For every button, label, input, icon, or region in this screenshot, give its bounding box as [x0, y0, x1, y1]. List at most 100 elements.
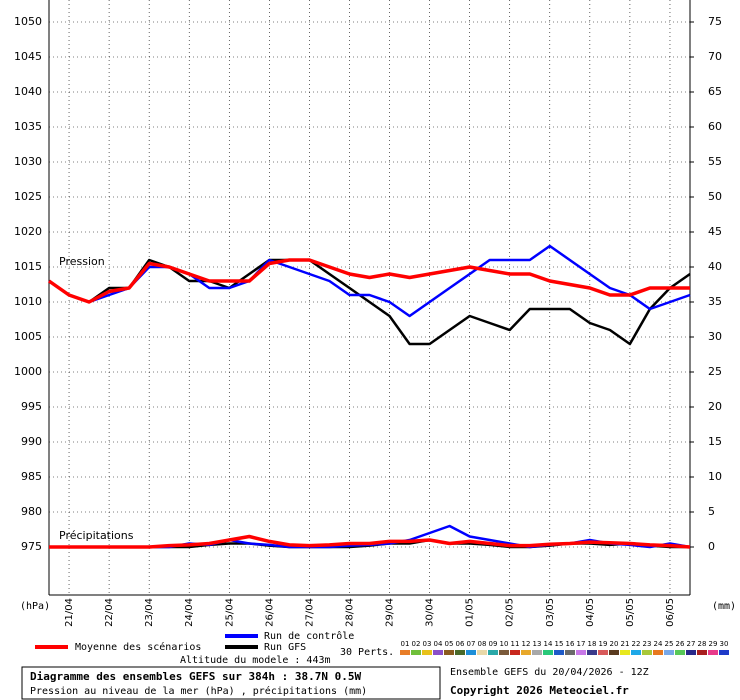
perturbation-swatch [719, 650, 729, 655]
perturbation-label: 06 [456, 640, 465, 648]
y2-tick-label: 10 [708, 470, 722, 483]
perturbation-label: 23 [643, 640, 652, 648]
y-tick-label: 1015 [14, 260, 42, 273]
legend-mean: Moyenne des scénarios [75, 641, 201, 653]
y-tick-label: 995 [21, 400, 42, 413]
box-subtitle: Pression au niveau de la mer (hPa) , pré… [30, 685, 367, 697]
x-tick-label: 28/04 [344, 598, 355, 627]
perturbation-swatch [565, 650, 575, 655]
x-tick-label: 25/04 [224, 598, 235, 627]
y-tick-label: 1010 [14, 295, 42, 308]
x-tick-label: 23/04 [144, 598, 155, 627]
perturbation-label: 16 [566, 640, 575, 648]
x-tick-label: 24/04 [184, 598, 195, 627]
y2-tick-label: 75 [708, 15, 722, 28]
y-tick-label: 1045 [14, 50, 42, 63]
x-tick-label: 29/04 [385, 598, 396, 627]
y2-unit: (mm) [712, 601, 736, 612]
x-tick-label: 21/04 [64, 598, 75, 627]
perturbation-label: 27 [687, 640, 696, 648]
x-tick-label: 05/05 [625, 598, 636, 627]
perturbation-swatch [400, 650, 410, 655]
perturbation-label: 04 [434, 640, 443, 648]
info-box [21, 666, 441, 700]
y-tick-label: 1035 [14, 120, 42, 133]
y-tick-label: 1020 [14, 225, 42, 238]
y2-tick-label: 15 [708, 435, 722, 448]
perturbation-label: 22 [632, 640, 641, 648]
perturbation-swatch [521, 650, 531, 655]
x-tick-label: 22/04 [104, 598, 115, 627]
perturbation-label: 09 [489, 640, 498, 648]
perturbation-label: 30 [720, 640, 729, 648]
x-tick-label: 06/05 [665, 598, 676, 627]
perturbation-swatch [532, 650, 542, 655]
x-tick-label: 26/04 [264, 598, 275, 627]
perturbation-swatch [543, 650, 553, 655]
perturbation-label: 01 [401, 640, 410, 648]
perturbation-label: 03 [423, 640, 432, 648]
y-tick-label: 1005 [14, 330, 42, 343]
x-tick-label: 01/05 [465, 598, 476, 627]
perturbation-label: 20 [610, 640, 619, 648]
perturbation-label: 25 [665, 640, 674, 648]
y2-tick-label: 40 [708, 260, 722, 273]
perturbation-label: 02 [412, 640, 421, 648]
perturbation-swatch [598, 650, 608, 655]
pressure-line [47, 258, 690, 304]
precip-label: Précipitations [59, 529, 134, 542]
y2-tick-label: 5 [708, 505, 715, 518]
perturbation-label: 26 [676, 640, 685, 648]
altitude: Altitude du modele : 443m [180, 655, 331, 666]
y-tick-label: 1030 [14, 155, 42, 168]
precip-line [49, 534, 691, 549]
x-tick-label: 04/05 [585, 598, 596, 627]
perturbation-swatch [510, 650, 520, 655]
perturbation-label: 21 [621, 640, 630, 648]
perturbation-label: 13 [533, 640, 542, 648]
y-tick-label: 1050 [14, 15, 42, 28]
y2-tick-label: 0 [708, 540, 715, 553]
pressure-label: Pression [59, 255, 105, 268]
perturbation-swatch [411, 650, 421, 655]
y-tick-label: 1025 [14, 190, 42, 203]
legend-control: Run de contrôle [264, 630, 354, 642]
y-tick-label: 990 [21, 435, 42, 448]
perturbation-label: 10 [500, 640, 509, 648]
perturbation-swatch [686, 650, 696, 655]
y2-tick-label: 20 [708, 400, 722, 413]
perturbation-swatch [477, 650, 487, 655]
x-tick-label: 27/04 [304, 598, 315, 627]
y2-tick-label: 25 [708, 365, 722, 378]
perturbation-swatch [653, 650, 663, 655]
perturbation-swatch [422, 650, 432, 655]
pressure-line [48, 244, 691, 318]
pressure-line [48, 258, 691, 346]
legend-gfs: Run GFS [264, 642, 306, 653]
perturbation-swatch [664, 650, 674, 655]
y-tick-label: 1000 [14, 365, 42, 378]
y-tick-label: 985 [21, 470, 42, 483]
perturbation-swatch [620, 650, 630, 655]
perturbation-swatch [576, 650, 586, 655]
perturbation-label: 18 [588, 640, 597, 648]
y2-tick-label: 65 [708, 85, 722, 98]
perturbation-swatch [587, 650, 597, 655]
y-tick-label: 980 [21, 505, 42, 518]
y2-tick-label: 55 [708, 155, 722, 168]
perturbation-label: 28 [698, 640, 707, 648]
perturbations-label: 30 Perts. [340, 647, 394, 658]
perturbation-swatch [609, 650, 619, 655]
y-unit: (hPa) [20, 601, 50, 612]
perturbation-label: 17 [577, 640, 586, 648]
perturbation-swatch [554, 650, 564, 655]
y2-tick-label: 35 [708, 295, 722, 308]
copyright: Copyright 2026 Meteociel.fr [450, 684, 629, 697]
perturbation-swatch [444, 650, 454, 655]
perturbation-label: 24 [654, 640, 663, 648]
perturbation-swatch [499, 650, 509, 655]
perturbation-swatch [708, 650, 718, 655]
perturbation-label: 29 [709, 640, 718, 648]
x-tick-label: 30/04 [425, 598, 436, 627]
